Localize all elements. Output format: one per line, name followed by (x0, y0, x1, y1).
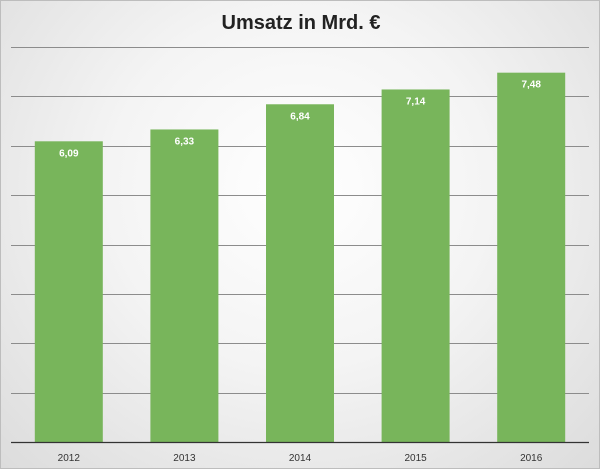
data-label: 6,09 (59, 148, 79, 159)
x-tick-label: 2013 (173, 453, 196, 464)
data-label: 7,48 (521, 80, 541, 91)
x-tick-label: 2016 (520, 453, 543, 464)
bar-2016 (497, 72, 566, 443)
bar-2013 (150, 129, 219, 443)
data-label: 6,33 (175, 136, 195, 147)
chart-title: Umsatz in Mrd. € (221, 12, 381, 34)
bar-2012 (34, 141, 103, 442)
x-tick-label: 2015 (404, 453, 427, 464)
data-label: 6,84 (290, 111, 310, 122)
bar-2015 (381, 89, 450, 443)
x-tick-label: 2012 (58, 453, 81, 464)
data-label: 7,14 (406, 96, 426, 107)
bar-2014 (266, 104, 334, 443)
x-tick-label: 2014 (289, 453, 312, 464)
